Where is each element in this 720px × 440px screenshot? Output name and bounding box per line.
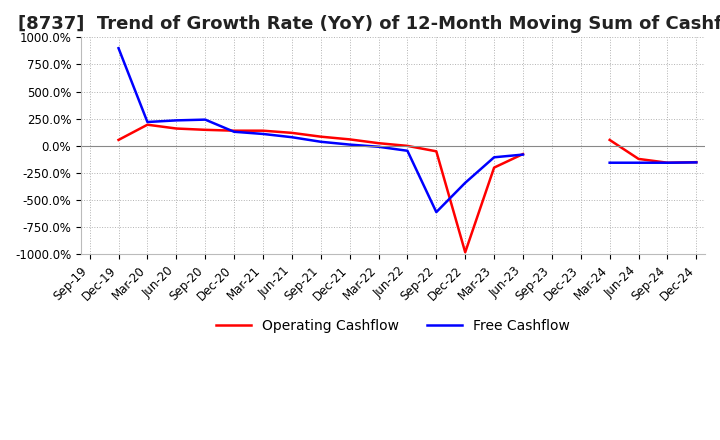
Operating Cashflow: [143, 122, 152, 127]
Free Cashflow: [258, 131, 267, 136]
Operating Cashflow: [114, 137, 123, 143]
Free Cashflow: [346, 142, 354, 147]
Operating Cashflow: [403, 143, 412, 149]
Operating Cashflow: [432, 149, 441, 154]
Operating Cashflow: [317, 134, 325, 139]
Line: Free Cashflow: Free Cashflow: [119, 48, 523, 212]
Legend: Operating Cashflow, Free Cashflow: Operating Cashflow, Free Cashflow: [211, 314, 575, 339]
Free Cashflow: [114, 46, 123, 51]
Operating Cashflow: [230, 128, 238, 133]
Operating Cashflow: [490, 165, 498, 170]
Operating Cashflow: [346, 137, 354, 142]
Free Cashflow: [490, 154, 498, 160]
Operating Cashflow: [172, 126, 181, 131]
Free Cashflow: [432, 209, 441, 215]
Free Cashflow: [172, 118, 181, 123]
Free Cashflow: [518, 152, 527, 157]
Title: [8737]  Trend of Growth Rate (YoY) of 12-Month Moving Sum of Cashflows: [8737] Trend of Growth Rate (YoY) of 12-…: [18, 15, 720, 33]
Line: Operating Cashflow: Operating Cashflow: [119, 125, 523, 252]
Free Cashflow: [143, 119, 152, 125]
Operating Cashflow: [374, 140, 383, 146]
Free Cashflow: [230, 129, 238, 134]
Free Cashflow: [201, 117, 210, 122]
Operating Cashflow: [461, 249, 469, 255]
Operating Cashflow: [258, 128, 267, 133]
Operating Cashflow: [287, 130, 296, 136]
Free Cashflow: [374, 144, 383, 150]
Free Cashflow: [287, 135, 296, 140]
Free Cashflow: [403, 148, 412, 154]
Free Cashflow: [317, 139, 325, 144]
Operating Cashflow: [518, 151, 527, 157]
Operating Cashflow: [201, 127, 210, 132]
Free Cashflow: [461, 180, 469, 185]
